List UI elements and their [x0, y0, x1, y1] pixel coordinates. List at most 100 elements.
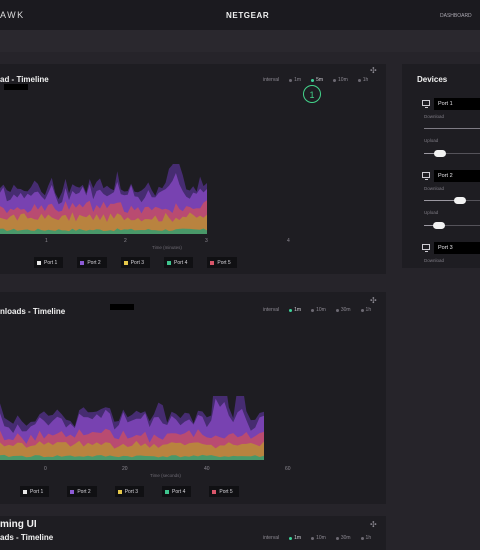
radio-dot-icon [289, 308, 293, 312]
legend-label: Port 4 [172, 488, 186, 495]
top-bar: AWK NETGEAR DASHBOARD [0, 0, 480, 30]
radio-dot-icon [335, 536, 339, 540]
panel-title: nloads - Timeline [0, 307, 66, 316]
upload-label: Upload [424, 138, 439, 143]
range-option: interval [263, 77, 280, 83]
downloads-timeline-panel: nloads - Timeline interval 1m 10m 30m 1h ✣ 0… [0, 292, 386, 504]
radio-dot-icon [335, 308, 339, 312]
legend-swatch [80, 260, 85, 265]
streaming-timeline-panel: ming UI ads - Timeline interval 1m 10m 30m 1… [0, 516, 386, 550]
radio-dot-icon [311, 536, 315, 540]
legend-swatch [210, 260, 215, 265]
legend-label: Port 5 [217, 259, 231, 266]
legend-item[interactable]: Port 2 [77, 257, 107, 268]
range-option[interactable]: 30m [335, 307, 351, 313]
port-row[interactable]: Port 3 [422, 242, 480, 254]
devices-panel: Devices Port 1 Download Upload Port 2 Do… [402, 64, 480, 268]
legend-item[interactable]: Port 5 [209, 486, 239, 497]
slider-knob[interactable] [434, 150, 446, 157]
panel-title: ad - Timeline [0, 75, 49, 84]
port-row[interactable]: Port 1 [422, 98, 480, 110]
settings-icon[interactable]: ✣ [370, 296, 377, 305]
chart-legend: Port 1 Port 2 Port 3 Port 4 Port 5 [34, 257, 237, 268]
annotation-marker: 1 [303, 85, 321, 103]
upload-label: Upload [424, 210, 439, 215]
monitor-icon [422, 172, 430, 180]
range-option: interval [263, 307, 280, 313]
range-option[interactable]: 10m [311, 307, 326, 313]
download-slider[interactable] [424, 128, 480, 129]
legend-label: Port 1 [44, 259, 58, 266]
time-range-selector[interactable]: interval 1m 5m 10m 1h [263, 77, 368, 83]
x-tick: 4 [287, 238, 290, 244]
devices-title: Devices [417, 75, 448, 84]
sub-bar [0, 30, 480, 52]
upload-timeline-panel: ad - Timeline interval 1m 5m 10m 1h ✣ 1 2 3 … [0, 64, 386, 274]
x-axis-label: Time (seconds) [150, 473, 181, 478]
range-option[interactable]: 10m [311, 535, 326, 541]
range-option[interactable]: 1m [289, 77, 301, 83]
slider-knob[interactable] [454, 197, 466, 204]
timeline-area-chart [0, 396, 264, 460]
radio-dot-icon [360, 536, 364, 540]
section-title: ming UI [0, 519, 37, 530]
legend-swatch [212, 489, 217, 494]
radio-dot-icon [360, 308, 364, 312]
legend-swatch [23, 489, 27, 494]
slider-fill [424, 153, 441, 154]
range-option[interactable]: 1h [360, 307, 371, 313]
slider-knob[interactable] [433, 222, 445, 229]
legend-item[interactable]: Port 3 [120, 257, 151, 268]
radio-dot-icon [289, 536, 293, 540]
x-tick: 1 [45, 238, 48, 244]
range-option[interactable]: 1m [289, 535, 301, 541]
range-option: interval [263, 535, 280, 541]
time-range-selector[interactable]: interval 1m 10m 30m 1h [263, 307, 371, 313]
upload-slider[interactable] [424, 150, 480, 157]
download-label: Download [424, 186, 445, 191]
radio-dot-icon [289, 78, 293, 82]
legend-item[interactable]: Port 4 [162, 486, 192, 497]
legend-item[interactable]: Port 1 [34, 257, 64, 268]
legend-swatch [117, 489, 122, 494]
legend-label: Port 3 [124, 488, 139, 495]
area-series [0, 440, 264, 460]
dashboard-link[interactable]: DASHBOARD [440, 13, 472, 19]
slider-fill [424, 200, 461, 201]
time-range-selector[interactable]: interval 1m 10m 30m 1h [263, 535, 371, 541]
radio-dot-icon [311, 78, 315, 82]
upload-slider[interactable] [424, 222, 480, 229]
port-name: Port 3 [434, 242, 480, 254]
radio-dot-icon [357, 78, 361, 82]
settings-icon[interactable]: ✣ [370, 520, 377, 529]
range-option[interactable]: 10m [333, 77, 348, 83]
settings-icon[interactable]: ✣ [370, 66, 377, 75]
slider-fill [424, 225, 438, 226]
netgear-logo[interactable]: NETGEAR [226, 11, 270, 20]
port-name: Port 1 [434, 98, 480, 110]
legend-item[interactable]: Port 5 [207, 257, 237, 268]
legend-item[interactable]: Port 3 [114, 486, 145, 497]
brand-logo-text: AWK [0, 10, 25, 20]
port-row[interactable]: Port 2 [422, 170, 480, 182]
legend-item[interactable]: Port 2 [67, 486, 97, 497]
range-option[interactable]: 30m [335, 535, 351, 541]
legend-label: Port 2 [87, 259, 101, 266]
legend-item[interactable]: Port 1 [20, 486, 50, 497]
radio-dot-icon [311, 308, 315, 312]
area-series [0, 454, 264, 460]
range-option[interactable]: 1h [360, 535, 371, 541]
panel-title: ads - Timeline [0, 533, 54, 542]
legend-label: Port 5 [219, 488, 233, 495]
download-slider[interactable] [424, 197, 480, 204]
range-option[interactable]: 1h [357, 77, 368, 83]
legend-swatch [70, 489, 75, 494]
timeline-area-chart [0, 164, 207, 234]
legend-item[interactable]: Port 4 [164, 257, 194, 268]
radio-dot-icon [333, 78, 337, 82]
x-tick: 3 [205, 238, 208, 244]
monitor-icon [422, 244, 430, 252]
legend-swatch [123, 260, 128, 265]
range-option[interactable]: 1m [289, 307, 301, 313]
range-option[interactable]: 5m [311, 77, 323, 83]
